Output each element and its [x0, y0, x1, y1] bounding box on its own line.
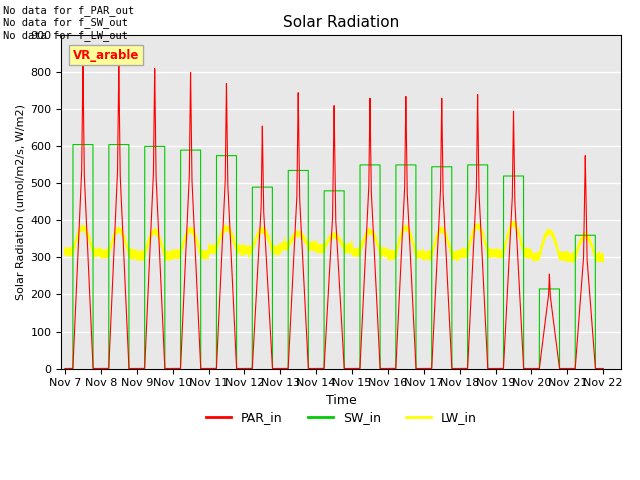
Legend: PAR_in, SW_in, LW_in: PAR_in, SW_in, LW_in: [201, 406, 481, 429]
X-axis label: Time: Time: [326, 394, 356, 407]
Text: No data for f_PAR_out
No data for f_SW_out
No data for f_LW_out: No data for f_PAR_out No data for f_SW_o…: [3, 5, 134, 41]
Title: Solar Radiation: Solar Radiation: [283, 15, 399, 30]
Y-axis label: Solar Radiation (umol/m2/s, W/m2): Solar Radiation (umol/m2/s, W/m2): [15, 104, 25, 300]
Text: VR_arable: VR_arable: [72, 48, 139, 61]
